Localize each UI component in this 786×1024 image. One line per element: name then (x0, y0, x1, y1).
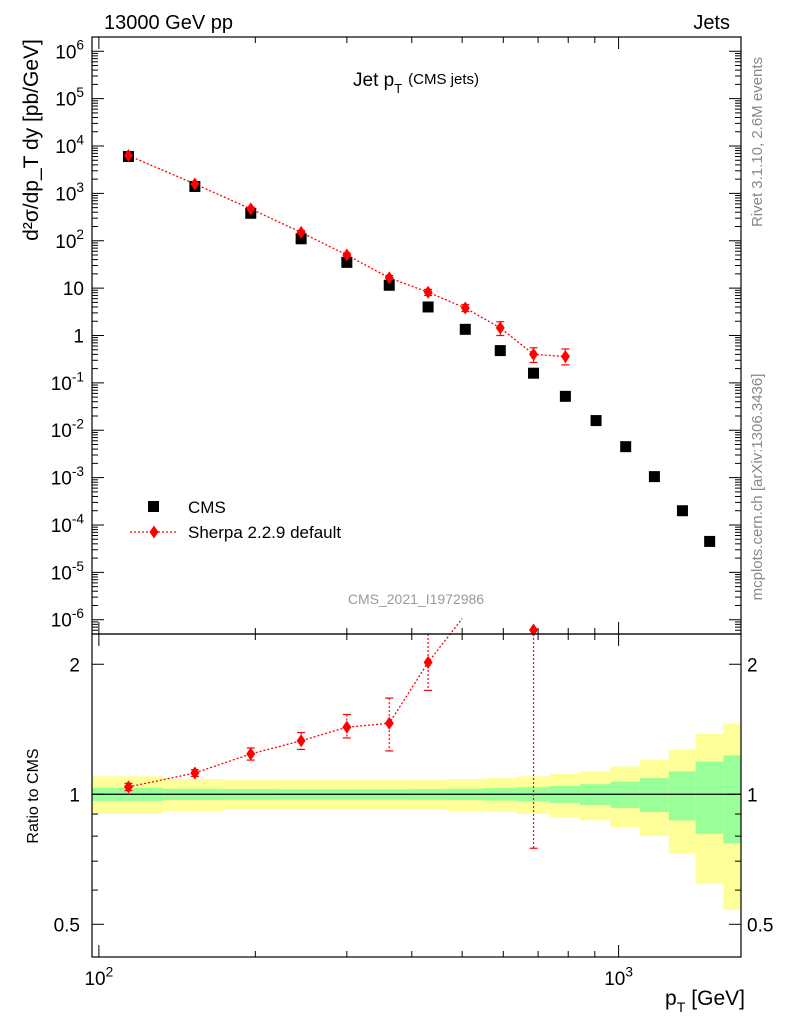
y-tick-label: 105 (55, 85, 84, 111)
ratio-sherpa-point (190, 766, 200, 780)
y-tick-label: 104 (55, 132, 84, 158)
cms-data-point (676, 505, 688, 517)
header-process-label: 13000 GeV pp (104, 12, 233, 34)
sherpa-data-point (529, 347, 539, 361)
cms-data-point (341, 256, 353, 268)
header-analysis-label: Jets (693, 12, 730, 34)
sherpa-data-point (384, 271, 394, 285)
ratio-y-tick-label-right: 1 (747, 785, 758, 806)
ratio-y-tick-label-right: 0.5 (747, 915, 773, 936)
y-tick-label: 10-3 (51, 464, 84, 490)
y-tick-label: 10-2 (51, 417, 84, 443)
cms-data-point (590, 415, 602, 427)
ratio-sherpa-point (123, 780, 133, 794)
y-tick-label: 10-5 (51, 559, 85, 585)
mcplots-label: mcplots.cern.ch [arXiv:1306.3436] (749, 374, 766, 601)
sherpa-data-point (246, 202, 256, 216)
y-tick-label: 103 (55, 180, 84, 206)
sherpa-data-point (460, 301, 470, 315)
ratio-sherpa-point (384, 716, 394, 730)
stat-band-green (695, 761, 724, 834)
ratio-sherpa-point (246, 747, 256, 761)
chart-title: Jet pT(CMS jets) (353, 70, 479, 96)
x-axis-title: pT [GeV] (665, 987, 745, 1015)
y-axis-title: d²σ/dp_T dy [pb/GeV] (20, 39, 43, 241)
ratio-sherpa-point (423, 655, 433, 669)
y-tick-label: 1 (73, 327, 84, 348)
ratio-sherpa-point (529, 623, 539, 637)
analysis-watermark: CMS_2021_I1972986 (348, 591, 484, 607)
sherpa-data-point (560, 350, 570, 364)
ratio-y-axis-title: Ratio to CMS (25, 748, 42, 843)
ratio-sherpa-line (128, 618, 463, 788)
cms-data-point (459, 323, 471, 335)
y-tick-label: 106 (55, 38, 84, 64)
y-tick-label: 10-6 (51, 606, 84, 632)
y-tick-label: 102 (55, 227, 84, 253)
main-frame (91, 36, 742, 635)
x-tick-label: 102 (84, 964, 113, 990)
sherpa-data-point (190, 177, 200, 191)
ratio-y-tick-label-right: 2 (747, 655, 758, 676)
y-tick-label: 10-4 (51, 511, 85, 537)
y-tick-label: 10-1 (51, 369, 84, 395)
ratio-y-tick-label-left: 1 (69, 785, 80, 806)
legend-cms-label: CMS (188, 498, 226, 517)
stat-band-green (723, 755, 741, 844)
stat-band-green (639, 778, 669, 812)
sherpa-data-point (296, 225, 306, 239)
rivet-version-label: Rivet 3.1.10, 2.6M events (749, 57, 766, 227)
sherpa-data-point (123, 149, 133, 163)
legend-cms-marker (148, 501, 159, 512)
ratio-panel: 0.5 0.5 1 1 2 2 102 103 Ratio to CMS pT [GeV] (25, 618, 773, 1015)
sherpa-data-point (423, 285, 433, 299)
ratio-y-tick-label-left: 0.5 (54, 915, 80, 936)
cms-data-point (648, 471, 660, 483)
x-tick-label: 103 (604, 964, 633, 990)
legend-sherpa-label: Sherpa 2.2.9 default (188, 523, 341, 542)
sherpa-data-point (342, 248, 352, 262)
cms-data-point (704, 535, 716, 547)
stat-band-green (668, 771, 696, 821)
ratio-sherpa-point (342, 720, 352, 734)
y-tick-label: 10 (63, 279, 84, 300)
ratio-frame (91, 633, 742, 958)
main-panel: 10610510410310210110-110-210-310-410-510… (20, 36, 742, 635)
cms-data-point (528, 367, 540, 379)
cms-data-point (383, 279, 395, 291)
cms-data-point (559, 390, 571, 402)
cms-data-point (494, 345, 506, 357)
cms-data-point (620, 441, 632, 453)
legend-sherpa-marker (149, 525, 159, 539)
ratio-sherpa-point (296, 734, 306, 748)
ratio-y-tick-label-left: 2 (69, 655, 80, 676)
sherpa-data-point (495, 321, 505, 335)
cms-data-point (422, 301, 434, 313)
